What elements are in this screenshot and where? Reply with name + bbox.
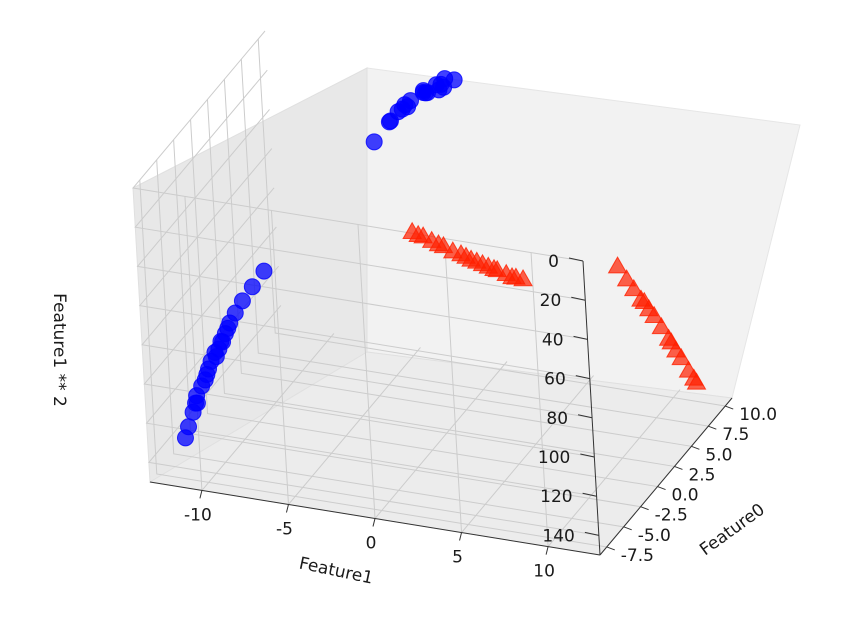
x-grid-line [240, 59, 709, 427]
y-tick-label: 0 [366, 534, 377, 554]
z-axis-line [582, 260, 601, 556]
x-tick-mark [691, 445, 700, 450]
z-tick-label: 80 [546, 409, 568, 429]
x-grid-line [206, 99, 675, 467]
z-grid-line [143, 226, 595, 458]
z-grid-line [147, 305, 599, 536]
y-tick-mark [372, 518, 376, 527]
x-grid-line [257, 39, 726, 407]
x-axis-line [599, 397, 733, 556]
y-tick-mark [285, 504, 289, 513]
class-0-circle-point [365, 133, 383, 151]
z-tick-mark [575, 375, 590, 380]
x-grid-line [190, 119, 658, 488]
y-tick-mark [199, 490, 203, 499]
x-tick-label: 5.0 [705, 445, 732, 465]
class-1-triangle-point [421, 230, 442, 248]
axis-lines [149, 257, 734, 556]
x-tick-mark [725, 405, 734, 410]
x-grid-line [139, 179, 607, 548]
z-tick-mark [584, 531, 599, 536]
class-1-triangle-point [683, 368, 704, 386]
class-1-triangle-point [513, 268, 533, 287]
y-axis-line [149, 481, 601, 556]
class-1-triangle-point [671, 347, 692, 366]
x-tick-mark [606, 546, 615, 551]
x-grid-line [156, 159, 624, 528]
z-tick-mark [573, 335, 588, 340]
x-tick-label: 7.5 [722, 425, 749, 445]
z-grid-line [134, 69, 586, 301]
y-tick-mark [459, 532, 463, 541]
class-1-triangle-point [644, 305, 664, 323]
class-0-circle-point [255, 262, 273, 280]
z-tick-label: 120 [540, 487, 572, 507]
class-0-circle-point [210, 340, 228, 358]
y-tick-label: 5 [452, 548, 463, 568]
class-0-circle-point [233, 292, 251, 310]
z-grid-line [136, 109, 588, 340]
x-tick-label: -5.0 [638, 526, 671, 546]
z-tick-mark [571, 296, 586, 301]
grid-lines [132, 30, 726, 548]
x-tick-label: -2.5 [655, 506, 688, 526]
class-0-circle-point [216, 325, 234, 343]
data-points [176, 70, 707, 447]
class-1-triangle-point [623, 278, 644, 297]
class-1-triangle-point [451, 244, 471, 262]
class-1-triangle-point [502, 266, 522, 285]
class-0-circle-point [393, 100, 411, 118]
z-tick-label: 0 [548, 252, 559, 272]
z-axis-label: Feature1 ** 2 [49, 293, 69, 407]
class-0-circle-point [176, 429, 194, 447]
class-1-triangle-point [408, 224, 429, 243]
class-0-circle-point [435, 78, 453, 96]
y-tick-label: -5 [276, 519, 293, 539]
z-tick-mark [582, 492, 597, 497]
panes [132, 67, 801, 556]
x-tick-mark [674, 465, 683, 470]
class-0-circle-point [198, 365, 216, 383]
x-tick-mark [623, 526, 632, 531]
class-1-triangle-point [607, 256, 628, 274]
class-1-triangle-point [461, 249, 481, 267]
y-axis-label: Feature1 [297, 554, 375, 589]
z-tick-mark [580, 453, 595, 458]
z-tick-label: 100 [538, 448, 570, 468]
z-grid-line [141, 187, 593, 419]
class-1-triangle-point [484, 258, 504, 277]
x-tick-label: 2.5 [688, 465, 715, 485]
x-tick-mark [708, 425, 717, 430]
class-1-triangle-point [651, 316, 672, 335]
tick-labels: -7.5-5.0-2.50.02.55.07.510.0-10-50510020… [184, 252, 777, 582]
class-0-circle-point [414, 83, 432, 101]
x-tick-mark [640, 506, 649, 511]
y-tick-label: -10 [184, 505, 212, 525]
class-1-triangle-point [616, 269, 637, 287]
class-0-circle-point [188, 394, 206, 412]
z-tick-mark [577, 414, 593, 419]
z-tick-label: 60 [544, 370, 566, 390]
y-tick-mark [545, 546, 549, 555]
z-grid-line [138, 148, 590, 380]
x-tick-mark [657, 486, 666, 491]
class-0-circle-point [381, 112, 399, 130]
x-axis-label: Feature0 [696, 500, 768, 560]
z-tick-label: 20 [540, 291, 562, 311]
y-tick-label: 10 [533, 562, 555, 582]
z-tick-label: 140 [542, 526, 574, 546]
x-grid-line [223, 79, 692, 447]
class-1-triangle-point [634, 291, 655, 309]
z-tick-mark [568, 257, 584, 262]
class-0-circle-point [243, 278, 261, 296]
z-tick-label: 40 [542, 330, 564, 350]
x-tick-label: -7.5 [621, 546, 654, 566]
x-tick-label: 0.0 [672, 486, 699, 506]
class-1-triangle-point [661, 332, 682, 350]
x-tick-label: 10.0 [739, 405, 777, 425]
